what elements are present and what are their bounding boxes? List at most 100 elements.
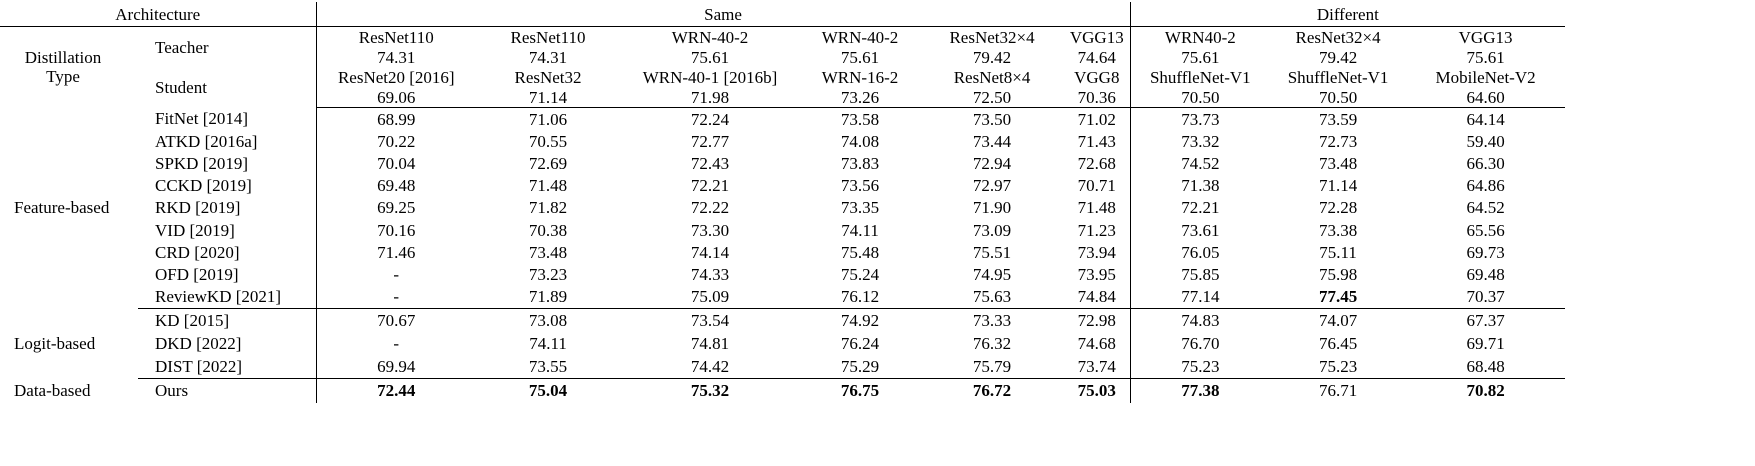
result-cell: 74.92: [840, 310, 880, 330]
table-row: Feature-based FitNet [2014] 68.99 71.06 72.2…: [0, 107, 1565, 217]
result-cell-bold: 75.32: [690, 381, 730, 401]
result-cell: 76.70: [1181, 333, 1220, 353]
result-cell: 72.21: [1181, 198, 1220, 218]
result-cell: 71.23: [1064, 218, 1131, 242]
teacher-cell: WRN-40-2: [671, 27, 749, 47]
result-cell: 75.29: [800, 354, 921, 379]
result-cell: 75.24: [840, 264, 880, 284]
teacher-acc-cell: 75.61: [690, 47, 730, 67]
result-cell: 71.90: [972, 198, 1012, 218]
result-cell: 73.23: [528, 264, 568, 284]
results-table: Architecture Same Different Distillation Ty…: [0, 2, 1566, 403]
result-cell: 72.94: [972, 153, 1012, 173]
result-cell: 66.30: [1466, 153, 1505, 173]
result-cell-bold: 77.45: [1318, 287, 1358, 307]
result-cell: 73.95: [1064, 263, 1131, 286]
result-cell: 75.32: [620, 378, 800, 403]
result-cell: 74.11: [841, 220, 879, 240]
result-cell: 74.33: [690, 264, 730, 284]
result-cell: 71.48: [1064, 196, 1131, 219]
result-cell: 75.48: [840, 242, 880, 262]
method-name: ATKD [2016a]: [138, 130, 317, 153]
result-cell: 75.03: [1064, 378, 1131, 403]
result-cell: 72.73: [1318, 131, 1358, 151]
row-group-label: Feature-based: [14, 198, 110, 218]
method-name: ReviewKD [2021]: [138, 285, 317, 309]
result-cell: 72.77: [690, 131, 730, 151]
result-cell: 69.73: [1466, 242, 1505, 262]
header-row-architecture: Architecture Same Different: [0, 2, 1566, 27]
result-cell: 73.61: [1181, 220, 1220, 240]
result-cell: 72.22: [690, 198, 730, 218]
teacher-label: Teacher: [138, 26, 317, 67]
result-cell: 77.45: [1270, 285, 1407, 309]
result-cell-bold: 75.03: [1077, 381, 1116, 401]
student-acc-cell: 70.50: [1270, 87, 1407, 108]
result-cell: 73.58: [840, 109, 880, 129]
result-cell: 76.12: [800, 285, 921, 309]
result-cell: 69.48: [377, 176, 416, 196]
result-cell: 72.69: [528, 153, 568, 173]
result-cell: 71.89: [476, 285, 621, 309]
table-row: DIST [2022] 69.94 73.55 74.42 75.29 75.79 73.7…: [0, 354, 1566, 379]
result-cell: 59.40: [1466, 131, 1505, 151]
result-cell: 73.55: [476, 354, 621, 379]
student-cell: VGG8: [1064, 67, 1131, 87]
student-cell: MobileNet-V2: [1435, 67, 1536, 87]
header-row-student-acc: 69.06 71.14 71.98 73.26 72.50 70.36 70.50 70.50…: [0, 87, 1566, 108]
student-cell: WRN-40-1 [2016b]: [642, 67, 778, 87]
student-acc-cell: 71.98: [620, 87, 801, 108]
method-name: DKD [2022]: [138, 331, 317, 355]
student-cell: ShuffleNet-V1: [1287, 67, 1389, 87]
result-cell: 72.43: [690, 153, 730, 173]
teacher-cell: WRN40-2: [1164, 27, 1236, 47]
result-cell: 74.11: [529, 333, 567, 353]
result-cell: 72.97: [972, 176, 1012, 196]
teacher-cell: ResNet32×4: [949, 27, 1035, 47]
result-cell: 74.68: [1064, 331, 1131, 355]
table-row: DKD [2022] - 74.11 74.81 76.24 76.32 74.68 76.7…: [0, 331, 1565, 355]
student-acc-cell: 70.36: [1064, 87, 1131, 108]
result-cell: 73.48: [1318, 153, 1358, 173]
result-cell: 72.44: [316, 378, 476, 403]
result-cell: 74.08: [840, 131, 880, 151]
result-cell: 73.73: [1181, 109, 1220, 129]
teacher-cell: VGG13: [1064, 26, 1131, 47]
result-cell: 75.23: [1130, 354, 1271, 379]
result-cell: -: [316, 285, 477, 309]
result-cell: 70.16: [377, 220, 416, 240]
result-cell: 74.07: [1318, 310, 1358, 330]
method-name: DIST [2022]: [138, 354, 317, 379]
student-acc-cell: 64.60: [1406, 87, 1566, 108]
teacher-acc-cell: 74.31: [377, 47, 416, 67]
result-cell: 73.32: [1181, 131, 1220, 151]
result-cell: 73.35: [840, 198, 880, 218]
table-row: VID [2019] 70.16 70.38 73.30 74.11 73.09 71.23…: [0, 218, 1565, 242]
teacher-acc-cell: 74.64: [1064, 47, 1131, 67]
result-cell: 70.71: [1064, 174, 1131, 197]
method-name: CRD [2020]: [138, 241, 317, 264]
result-cell: 73.56: [840, 176, 880, 196]
teacher-cell: VGG13: [1458, 27, 1513, 47]
result-cell: 71.46: [377, 242, 416, 262]
result-cell: 75.51: [972, 242, 1012, 262]
result-cell-bold: 76.75: [840, 381, 880, 401]
result-cell: 72.21: [690, 176, 730, 196]
result-cell: -: [393, 264, 400, 284]
result-cell: 70.37: [1406, 285, 1566, 309]
result-cell: 71.14: [1318, 176, 1358, 196]
student-cell: WRN-16-2: [821, 67, 899, 87]
student-cell: ResNet32: [514, 67, 582, 87]
student-acc-cell: 69.06: [316, 87, 477, 108]
result-cell: 76.72: [920, 378, 1064, 403]
result-cell: 69.48: [1466, 264, 1505, 284]
result-cell: 68.48: [1406, 354, 1566, 379]
result-cell: 74.95: [972, 264, 1012, 284]
result-cell: 73.33: [972, 310, 1012, 330]
method-name: FitNet [2014]: [138, 107, 317, 131]
result-cell-bold: 72.44: [377, 381, 416, 401]
result-cell: 76.71: [1318, 381, 1358, 401]
table-row: Data-based Ours 72.44 75.04 75.32 76.75 76.72 7…: [0, 378, 1565, 403]
method-name: OFD [2019]: [138, 263, 317, 286]
result-cell: 76.45: [1318, 333, 1358, 353]
